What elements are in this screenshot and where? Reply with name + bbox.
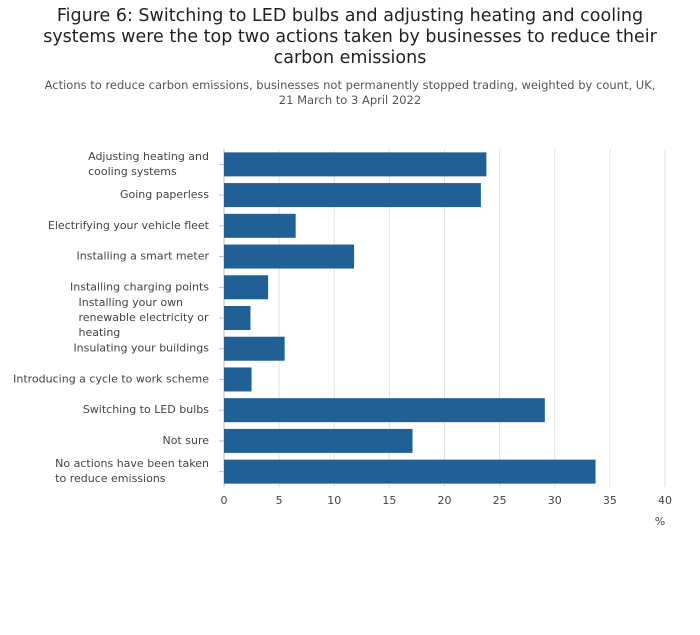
bar bbox=[224, 213, 296, 238]
chart-title: Figure 6: Switching to LED bulbs and adj… bbox=[43, 6, 657, 68]
x-tick-label: 25 bbox=[493, 494, 507, 507]
x-tick-label: 40 bbox=[658, 494, 672, 507]
y-tick-label: Installing a smart meter bbox=[77, 250, 210, 263]
bar bbox=[224, 398, 545, 423]
bar bbox=[224, 428, 413, 453]
bar bbox=[224, 367, 252, 392]
x-tick-label: 15 bbox=[382, 494, 396, 507]
y-tick-label: No actions have been taken to reduce emis… bbox=[55, 457, 209, 485]
x-tick-label: 0 bbox=[221, 494, 228, 507]
y-tick-label: Installing charging points bbox=[70, 280, 209, 293]
y-tick-label: Installing your own renewable electricity… bbox=[78, 296, 209, 339]
x-axis-label: % bbox=[655, 515, 665, 528]
y-tick-label: Introducing a cycle to work scheme bbox=[13, 372, 209, 385]
bar bbox=[224, 244, 355, 269]
x-tick-label: 35 bbox=[603, 494, 617, 507]
y-tick-label: Insulating your buildings bbox=[73, 342, 209, 355]
y-tick-label: Going paperless bbox=[120, 188, 209, 201]
bar bbox=[224, 152, 487, 177]
y-tick-label: Switching to LED bulbs bbox=[83, 403, 209, 416]
x-tick-label: 30 bbox=[548, 494, 562, 507]
bar bbox=[224, 336, 285, 361]
bar bbox=[224, 459, 596, 484]
x-tick-label: 5 bbox=[276, 494, 283, 507]
x-tick-label: 10 bbox=[327, 494, 341, 507]
x-tick-label: 20 bbox=[438, 494, 452, 507]
y-tick-label: Electrifying your vehicle fleet bbox=[48, 219, 210, 232]
bar bbox=[224, 183, 481, 208]
bar bbox=[224, 275, 269, 300]
chart-subtitle: Actions to reduce carbon emissions, busi… bbox=[44, 78, 656, 107]
y-tick-label: Not sure bbox=[162, 434, 209, 447]
y-tick-label: Adjusting heating and cooling systems bbox=[88, 150, 209, 178]
bar bbox=[224, 306, 251, 330]
